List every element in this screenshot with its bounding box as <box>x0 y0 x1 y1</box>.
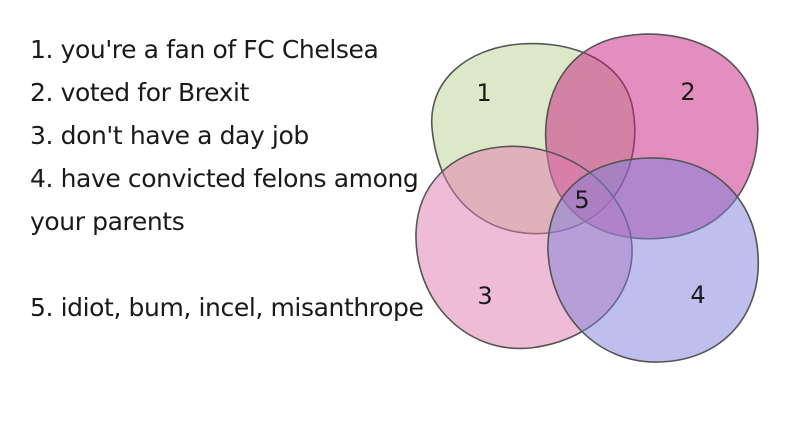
venn-set-4 <box>547 157 760 363</box>
venn-label-3: 3 <box>477 282 492 310</box>
venn-label-5: 5 <box>574 186 589 214</box>
legend-item-3: 3. don't have a day job <box>30 121 309 150</box>
legend-item-4-line-1: 4. have convicted felons among <box>30 164 419 193</box>
legend-item-4-line-2: your parents <box>30 207 185 236</box>
legend-item-2: 2. voted for Brexit <box>30 78 249 107</box>
venn-label-4: 4 <box>690 281 705 309</box>
venn-label-2: 2 <box>680 78 695 106</box>
legend-item-5: 5. idiot, bum, incel, misanthrope <box>30 293 424 322</box>
venn-label-1: 1 <box>476 79 491 107</box>
legend-item-1: 1. you're a fan of FC Chelsea <box>30 35 379 64</box>
legend: 1. you're a fan of FC Chelsea 2. voted f… <box>30 28 425 329</box>
